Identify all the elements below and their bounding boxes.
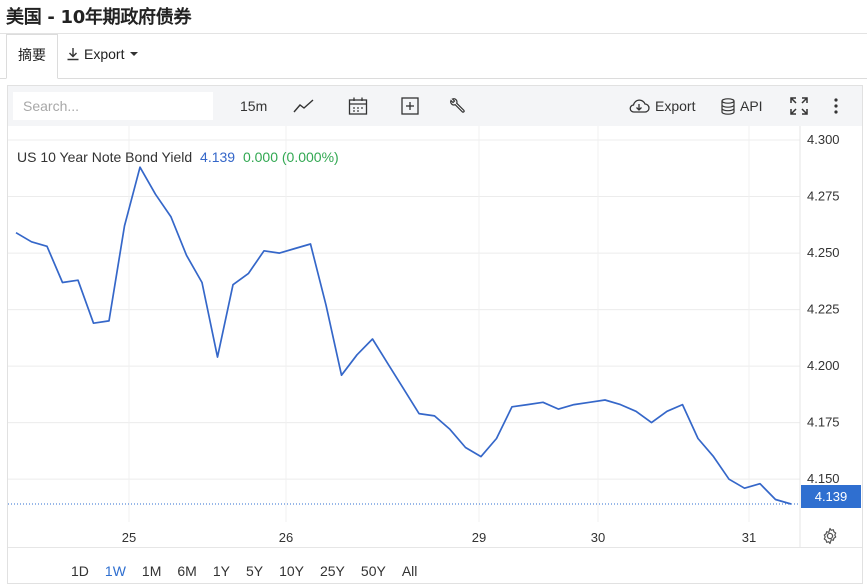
- legend-last-value: 4.139: [200, 149, 236, 165]
- wrench-icon[interactable]: [448, 86, 466, 126]
- chart-widget: 15m Export API: [7, 85, 863, 584]
- x-tick-label: 25: [122, 530, 136, 545]
- chart-legend: US 10 Year Note Bond Yield 4.139 0.000 (…: [17, 149, 339, 165]
- interval-selector[interactable]: 15m: [240, 98, 268, 114]
- page-title: 美国 - 10年期政府债券: [6, 7, 192, 28]
- search-input[interactable]: [13, 92, 213, 120]
- y-tick-label: 4.250: [807, 245, 840, 260]
- database-icon: [721, 97, 735, 115]
- calendar-icon[interactable]: [348, 86, 368, 126]
- download-icon: [66, 47, 80, 61]
- x-tick-label: 30: [591, 530, 605, 545]
- range-button-6m[interactable]: 6M: [177, 563, 197, 579]
- title-divider: [0, 33, 867, 34]
- tab-summary[interactable]: 摘要: [6, 34, 58, 79]
- time-range-selector: 1D 1W 1M 6M 1Y 5Y 10Y 25Y 50Y All: [63, 561, 425, 581]
- series-line-us10y: [15, 166, 792, 505]
- legend-change: 0.000 (0.000%): [242, 149, 339, 165]
- chart-toolbar: 15m Export API: [8, 86, 862, 126]
- fullscreen-icon[interactable]: [789, 86, 809, 126]
- more-options-icon[interactable]: [833, 86, 839, 126]
- y-tick-label: 4.225: [807, 302, 840, 317]
- export-dropdown[interactable]: Export: [66, 46, 139, 62]
- y-tick-label: 4.175: [807, 415, 840, 430]
- x-tick-label: 26: [279, 530, 293, 545]
- range-button-1y[interactable]: 1Y: [212, 563, 230, 579]
- range-button-1m[interactable]: 1M: [141, 563, 162, 579]
- range-button-1w[interactable]: 1W: [104, 563, 126, 579]
- export-chart-label: Export: [655, 98, 696, 114]
- range-button-5y[interactable]: 5Y: [245, 563, 264, 579]
- range-button-50y[interactable]: 50Y: [360, 563, 386, 579]
- last-price-badge: 4.139: [801, 485, 861, 508]
- export-chart-button[interactable]: Export: [628, 86, 695, 126]
- api-button[interactable]: API: [721, 86, 763, 126]
- gear-icon[interactable]: [821, 527, 839, 550]
- chart-bottom-divider: [8, 547, 862, 548]
- tab-bar: 摘要 Export: [0, 34, 867, 79]
- chevron-down-icon: [130, 52, 139, 56]
- cloud-download-icon: [628, 98, 650, 114]
- y-tick-label: 4.200: [807, 358, 840, 373]
- api-label: API: [740, 98, 763, 114]
- y-tick-label: 4.300: [807, 132, 840, 147]
- chart-type-icon[interactable]: [293, 86, 315, 126]
- x-tick-label: 29: [472, 530, 486, 545]
- legend-series-name: US 10 Year Note Bond Yield: [17, 149, 193, 165]
- line-chart[interactable]: 4.150 4.175 4.200 4.225 4.250 4.275 4.300 25 26…: [8, 126, 862, 548]
- range-button-all[interactable]: All: [401, 563, 418, 579]
- range-button-25y[interactable]: 25Y: [319, 563, 345, 579]
- y-tick-label: 4.150: [807, 471, 840, 486]
- x-tick-label: 31: [742, 530, 756, 545]
- y-tick-label: 4.275: [807, 189, 840, 204]
- range-button-10y[interactable]: 10Y: [279, 563, 304, 579]
- range-button-1d[interactable]: 1D: [71, 563, 89, 579]
- export-dropdown-label: Export: [84, 46, 125, 62]
- add-indicator-icon[interactable]: [401, 86, 419, 126]
